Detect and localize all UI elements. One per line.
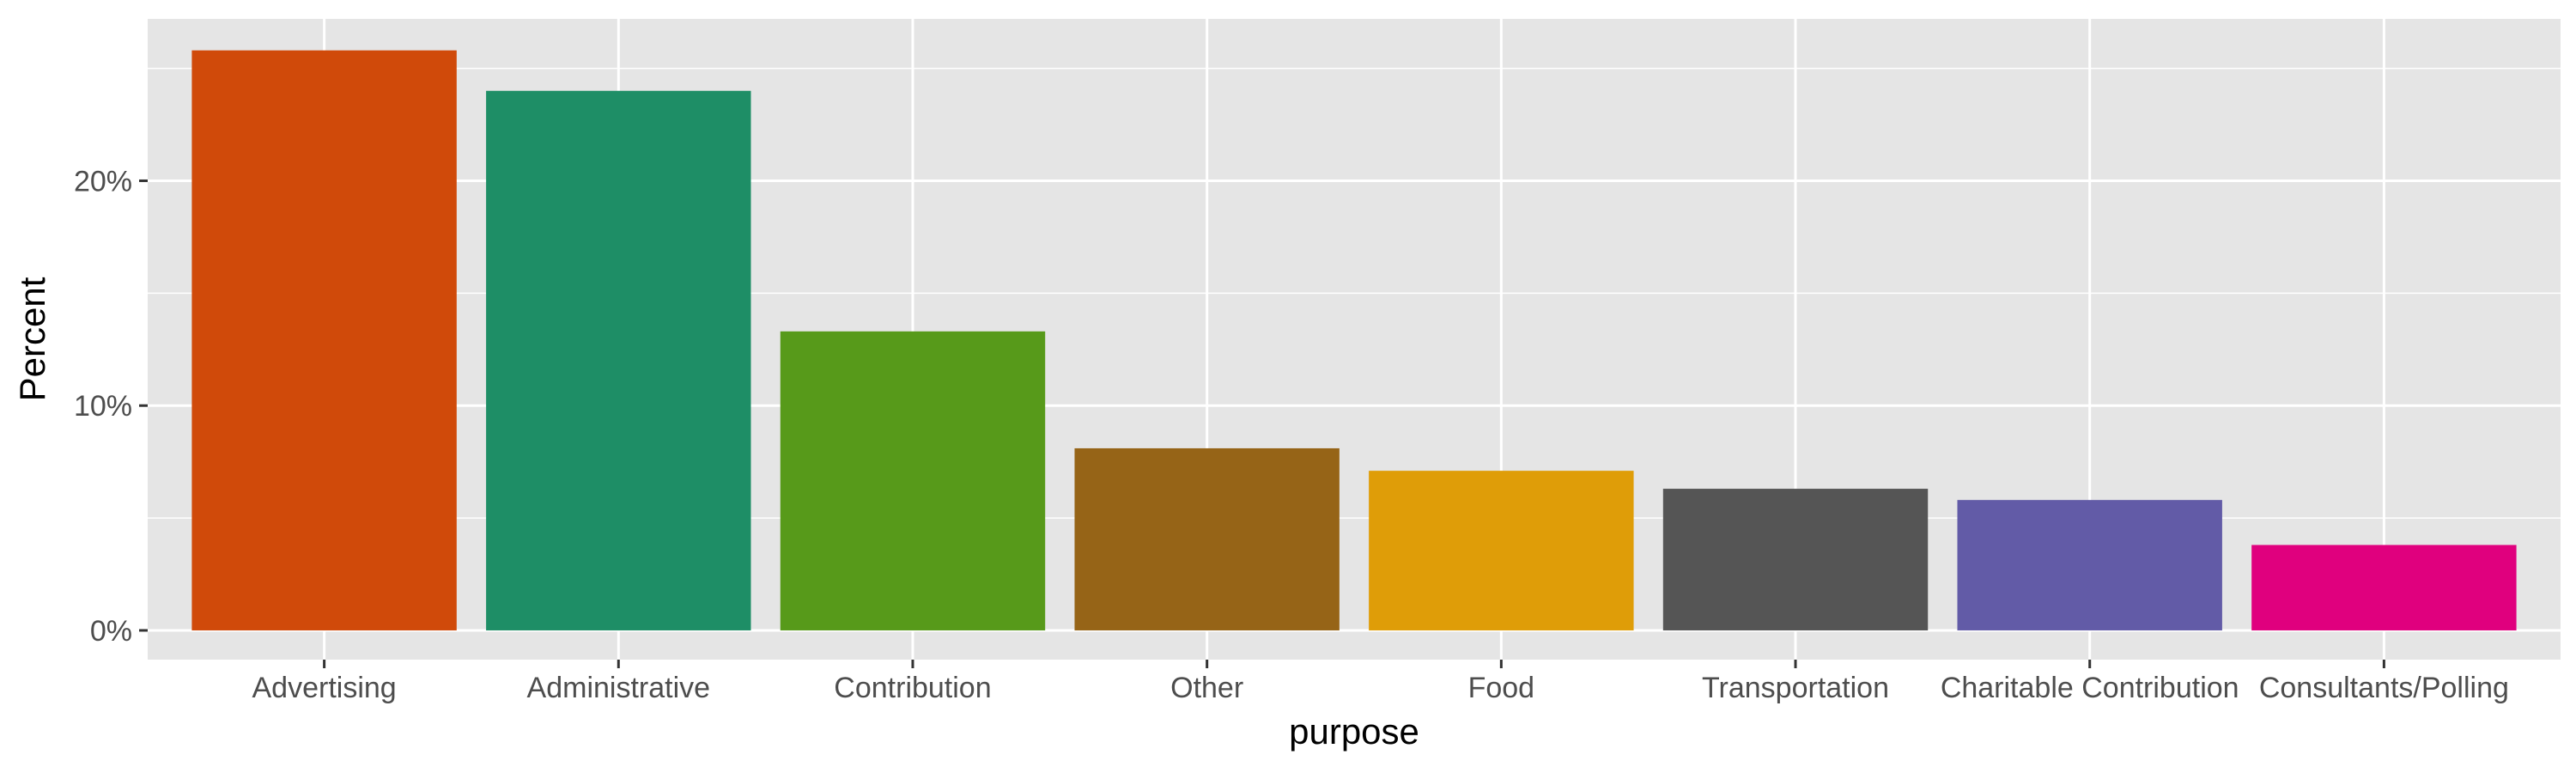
bar [1369, 471, 1634, 630]
bar [780, 331, 1046, 630]
x-tick-label: Charitable Contribution [1941, 672, 2239, 704]
x-tick-label: Other [1170, 672, 1243, 704]
x-tick-label: Administrative [527, 672, 711, 704]
bar [191, 50, 457, 630]
x-tick-label: Consultants/Polling [2259, 672, 2509, 704]
bar [1662, 489, 1929, 630]
y-axis-title: Percent [12, 277, 52, 401]
x-tick-label: Advertising [252, 672, 397, 704]
x-axis-title: purpose [1289, 711, 1419, 752]
bar [1074, 447, 1340, 630]
y-tick-label: 20% [74, 165, 132, 198]
x-axis-ticks: Advertising Administrative Contribution Oth… [252, 660, 2509, 704]
x-tick-label: Contribution [834, 672, 991, 704]
y-axis-ticks: 0% 10% 20% [74, 165, 148, 648]
bar [486, 90, 751, 630]
y-tick-label: 0% [90, 615, 132, 648]
y-tick-label: 10% [74, 390, 132, 423]
x-tick-label: Transportation [1702, 672, 1889, 704]
bar [1957, 500, 2222, 630]
bar [2251, 545, 2517, 630]
x-tick-label: Food [1468, 672, 1535, 704]
bars [191, 50, 2517, 630]
